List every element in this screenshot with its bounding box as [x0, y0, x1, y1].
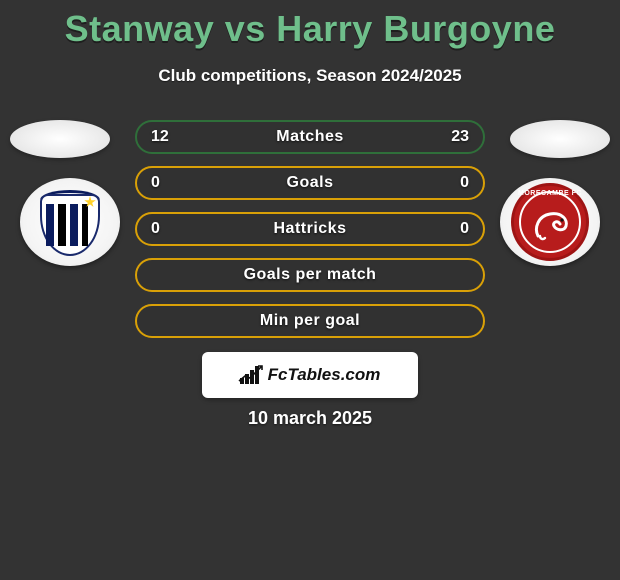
page-title: Stanway vs Harry Burgoyne [0, 0, 620, 50]
barrow-crest-icon [36, 188, 104, 256]
stat-row-goals-per-match: Goals per match [135, 258, 485, 292]
stat-label: Goals per match [181, 266, 439, 284]
stat-row-matches: 12 Matches 23 [135, 120, 485, 154]
footer-date: 10 march 2025 [0, 408, 620, 429]
stat-left-value: 12 [151, 128, 181, 146]
stats-table: 12 Matches 23 0 Goals 0 0 Hattricks 0 Go… [135, 120, 485, 350]
club-badge-right: MORECAMBE FC [500, 178, 600, 266]
stat-row-hattricks: 0 Hattricks 0 [135, 212, 485, 246]
club-badge-left [20, 178, 120, 266]
stat-right-value: 0 [439, 174, 469, 192]
stat-right-value: 0 [439, 220, 469, 238]
stat-left-value: 0 [151, 174, 181, 192]
player-right-avatar-placeholder [510, 120, 610, 158]
stat-label: Hattricks [181, 220, 439, 238]
stat-label: Matches [181, 128, 439, 146]
stat-label: Goals [181, 174, 439, 192]
player-left-avatar-placeholder [10, 120, 110, 158]
stat-left-value: 0 [151, 220, 181, 238]
stat-row-goals: 0 Goals 0 [135, 166, 485, 200]
stat-row-min-per-goal: Min per goal [135, 304, 485, 338]
page-subtitle: Club competitions, Season 2024/2025 [0, 66, 620, 86]
branding-box: FcTables.com [202, 352, 418, 398]
stat-right-value: 23 [439, 128, 469, 146]
branding-text: FcTables.com [268, 365, 381, 385]
stat-label: Min per goal [181, 312, 439, 330]
morecambe-crest-icon: MORECAMBE FC [511, 183, 589, 261]
fctables-logo-icon [240, 366, 262, 384]
